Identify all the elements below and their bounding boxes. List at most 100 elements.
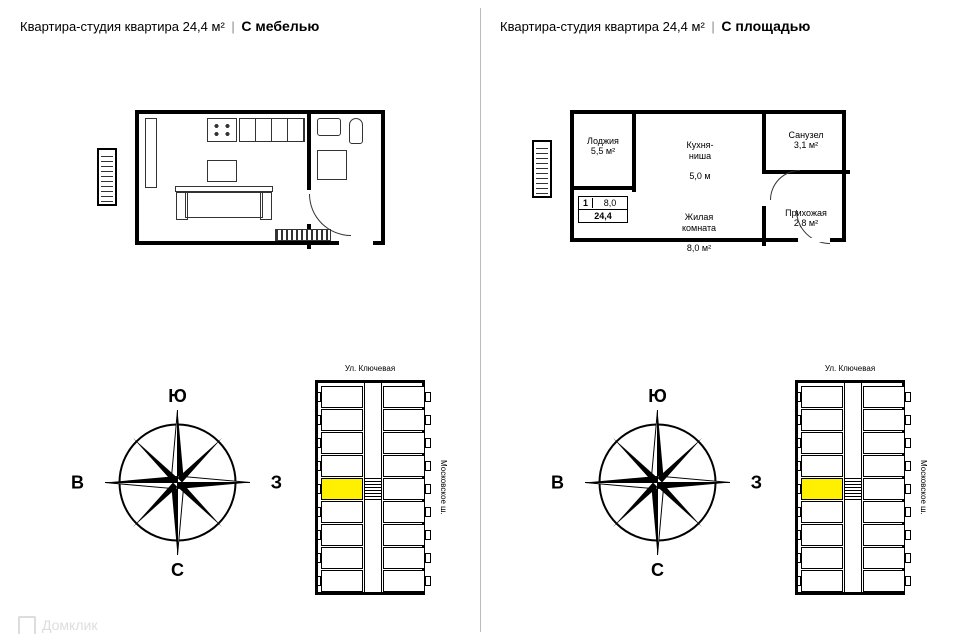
balcony [532, 140, 552, 198]
mode-label: С площадью [721, 18, 810, 34]
info-total-area: 24,4 [579, 211, 627, 221]
stairwell [365, 478, 381, 500]
unit [801, 570, 843, 592]
wall [570, 186, 634, 190]
building-outline [315, 380, 425, 595]
street-top: Ул. Ключевая [795, 364, 905, 373]
separator: | [711, 19, 714, 34]
unit [801, 386, 843, 408]
unit [801, 455, 843, 477]
furniture-toilet [349, 118, 363, 144]
furniture-kitchen-counter [239, 118, 305, 142]
unit [863, 524, 905, 546]
unit-highlight [801, 478, 843, 500]
house-icon [18, 616, 36, 634]
room-kitchen: Кухня- ниша 5,0 м [670, 130, 730, 182]
apartment-outline: Лоджия 5,5 м² Кухня- ниша 5,0 м Санузел … [570, 110, 846, 242]
unit [321, 455, 363, 477]
interior-wall [307, 110, 311, 190]
compass-north: Ю [168, 386, 187, 407]
separator: | [231, 19, 234, 34]
compass-north: Ю [648, 386, 667, 407]
wall [632, 110, 636, 192]
unit [321, 570, 363, 592]
panel-area: Квартира-студия квартира 24,4 м² | С пло… [480, 0, 960, 640]
mode-label: С мебелью [241, 18, 319, 34]
entry-door-gap [798, 238, 830, 242]
unit [383, 455, 425, 477]
title-prefix: Квартира-студия квартира 24,4 м² [20, 19, 225, 34]
building-plan: Ул. Ключевая Московское ш. [785, 360, 920, 605]
building-plan: Ул. Ключевая Московское ш. [305, 360, 440, 605]
building-outline [795, 380, 905, 595]
compass-rose: Ю С В З [85, 390, 270, 575]
title-prefix: Квартира-студия квартира 24,4 м² [500, 19, 705, 34]
balcony [97, 148, 117, 206]
unit [321, 547, 363, 569]
unit [863, 386, 905, 408]
unit [383, 524, 425, 546]
floorplan-furniture [115, 110, 385, 245]
furniture-sink [317, 118, 341, 136]
header-left: Квартира-студия квартира 24,4 м² | С меб… [20, 18, 460, 34]
unit [383, 547, 425, 569]
furniture-stove [207, 118, 237, 142]
street-right: Московское ш. [916, 380, 928, 595]
unit [801, 524, 843, 546]
furniture-sofa [185, 192, 263, 218]
street-top: Ул. Ключевая [315, 364, 425, 373]
compass-south: С [651, 560, 664, 581]
compass-rose: Ю С В З [565, 390, 750, 575]
unit-highlight [321, 478, 363, 500]
unit [383, 432, 425, 454]
furniture-table [207, 160, 237, 182]
unit [863, 432, 905, 454]
watermark-text: Домклик [42, 617, 97, 633]
info-rooms: 1 [579, 198, 593, 208]
unit [321, 501, 363, 523]
furniture-radiator [275, 229, 331, 241]
unit [863, 570, 905, 592]
compass-west: З [751, 472, 762, 493]
unit [383, 409, 425, 431]
unit [801, 547, 843, 569]
unit [321, 386, 363, 408]
unit [321, 432, 363, 454]
unit [383, 478, 425, 500]
furniture-shelf [145, 118, 157, 188]
compass-west: З [271, 472, 282, 493]
furniture-shower [317, 150, 347, 180]
watermark: Домклик [18, 616, 97, 634]
stairwell [845, 478, 861, 500]
unit [863, 547, 905, 569]
unit [801, 432, 843, 454]
unit [863, 409, 905, 431]
compass-svg [85, 390, 270, 575]
info-box: 1 8,0 24,4 [578, 196, 628, 223]
unit [863, 478, 905, 500]
info-living-area: 8,0 [593, 198, 627, 208]
unit [321, 409, 363, 431]
wall [762, 170, 850, 174]
unit [383, 501, 425, 523]
unit [321, 524, 363, 546]
unit [383, 386, 425, 408]
unit [801, 501, 843, 523]
compass-east: В [551, 472, 564, 493]
entry-door-gap [339, 241, 373, 245]
apartment-outline [135, 110, 385, 245]
panel-furniture: Квартира-студия квартира 24,4 м² | С меб… [0, 0, 480, 640]
compass-svg [565, 390, 750, 575]
room-living: Жилая комната 8,0 м² [664, 202, 734, 254]
header-right: Квартира-студия квартира 24,4 м² | С пло… [500, 18, 940, 34]
unit [863, 501, 905, 523]
compass-east: В [71, 472, 84, 493]
room-loggia: Лоджия 5,5 м² [578, 136, 628, 157]
wall [762, 206, 766, 246]
unit [801, 409, 843, 431]
street-right: Московское ш. [436, 380, 448, 595]
door-swing [770, 170, 800, 200]
compass-south: С [171, 560, 184, 581]
unit [383, 570, 425, 592]
floorplan-area: Лоджия 5,5 м² Кухня- ниша 5,0 м Санузел … [550, 110, 870, 245]
